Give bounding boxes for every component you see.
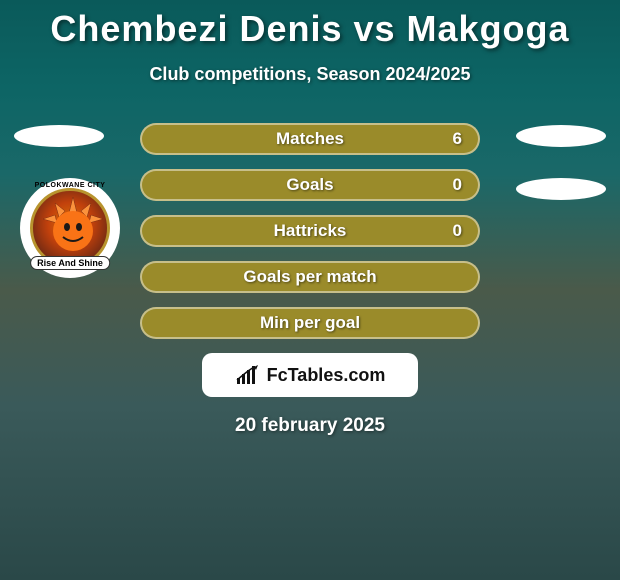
stat-label: Matches bbox=[156, 129, 464, 149]
player-left-placeholder bbox=[14, 125, 104, 147]
brand-pill[interactable]: FcTables.com bbox=[202, 353, 418, 397]
player-right-placeholder-2 bbox=[516, 178, 606, 200]
date-line: 20 february 2025 bbox=[0, 415, 620, 437]
stat-row-goals-per-match: Goals per match bbox=[140, 261, 480, 293]
stat-row-min-per-goal: Min per goal bbox=[140, 307, 480, 339]
page-subtitle: Club competitions, Season 2024/2025 bbox=[0, 64, 620, 85]
player-right-placeholder-1 bbox=[516, 125, 606, 147]
club-badge-left: POLOKWANE CITY Rise And Shine bbox=[20, 178, 120, 278]
stat-label: Hattricks bbox=[156, 221, 464, 241]
badge-banner-text: Rise And Shine bbox=[30, 256, 110, 270]
brand-text: FcTables.com bbox=[267, 365, 386, 386]
stat-value-right: 0 bbox=[453, 221, 462, 241]
stat-label: Min per goal bbox=[156, 313, 464, 333]
stat-row-goals: Goals 0 bbox=[140, 169, 480, 201]
brand-chart-icon bbox=[235, 364, 261, 386]
stats-container: Matches 6 Goals 0 Hattricks 0 Goals per … bbox=[140, 123, 480, 339]
stat-value-right: 0 bbox=[453, 175, 462, 195]
stat-row-hattricks: Hattricks 0 bbox=[140, 215, 480, 247]
stat-value-right: 6 bbox=[453, 129, 462, 149]
stat-row-matches: Matches 6 bbox=[140, 123, 480, 155]
page-title: Chembezi Denis vs Makgoga bbox=[0, 0, 620, 50]
stat-label: Goals bbox=[156, 175, 464, 195]
stat-label: Goals per match bbox=[156, 267, 464, 287]
